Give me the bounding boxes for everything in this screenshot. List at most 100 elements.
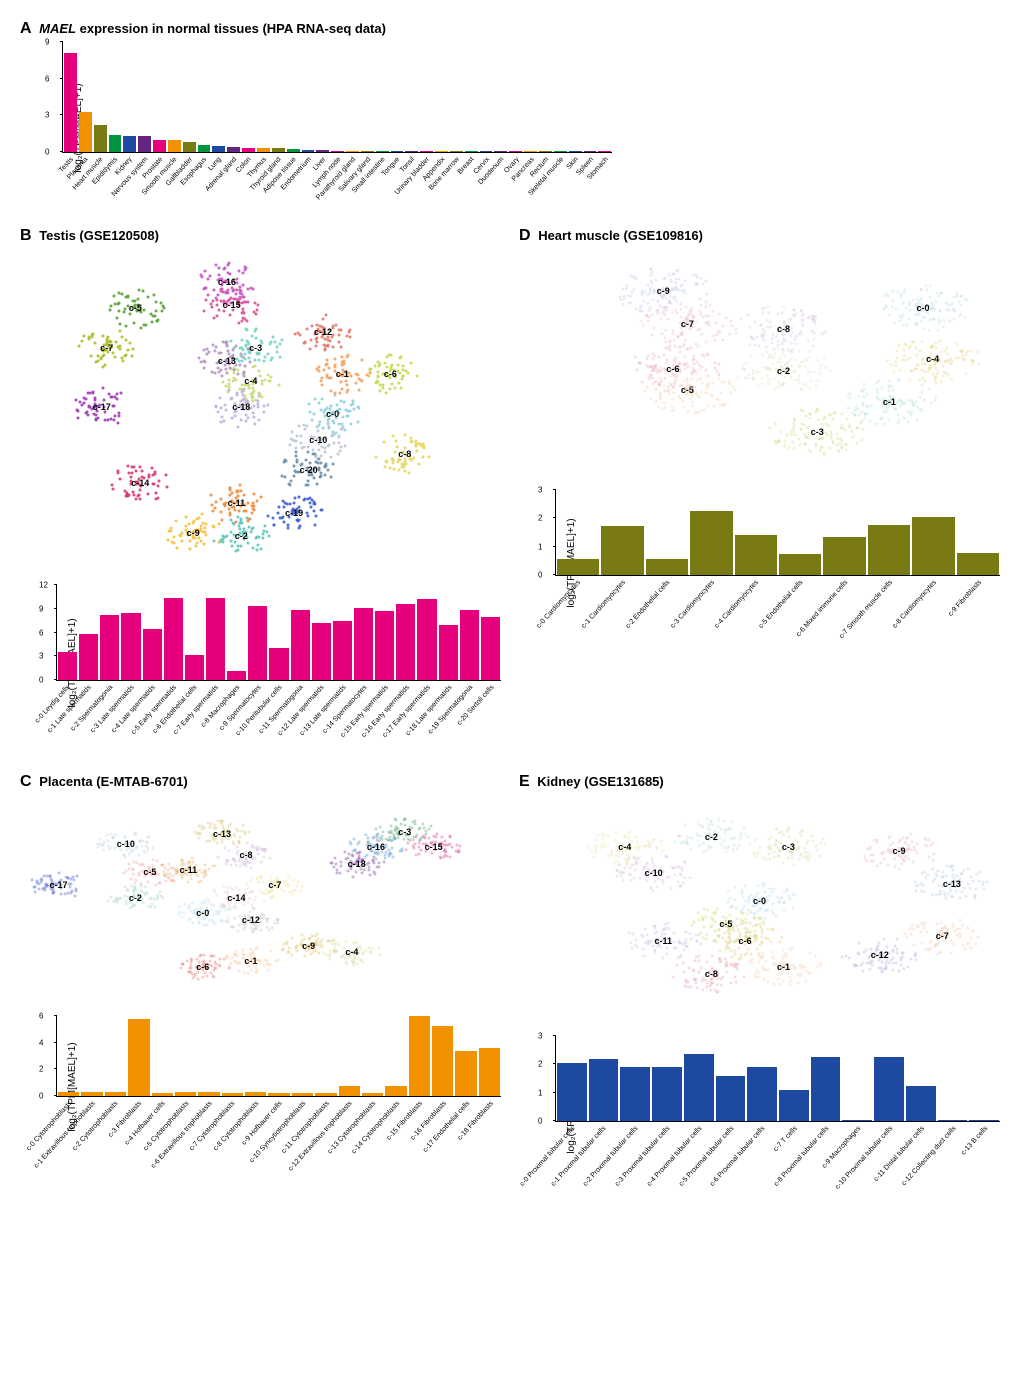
umap-dot (250, 406, 253, 409)
umap-dot (323, 328, 326, 331)
umap-dot (195, 864, 198, 867)
umap-dot (646, 880, 649, 883)
umap-dot (358, 388, 361, 391)
umap-dot (209, 904, 212, 907)
umap-dot (602, 845, 605, 848)
umap-dot (422, 826, 425, 829)
umap-dot (722, 381, 725, 384)
umap-dot (710, 988, 713, 991)
umap-dot (595, 839, 598, 842)
umap-dot (375, 455, 378, 458)
umap-dot (341, 374, 344, 377)
umap-dot (801, 323, 804, 326)
umap-dot (261, 396, 264, 399)
umap-dot (232, 309, 235, 312)
umap-dot (45, 886, 48, 889)
umap-dot (126, 843, 129, 846)
umap-dot (882, 858, 885, 861)
umap-dot (326, 345, 329, 348)
umap-dot (753, 939, 756, 942)
umap-dot (443, 840, 446, 843)
umap-dot (167, 876, 170, 879)
umap-dot (653, 288, 656, 291)
umap-dot (669, 341, 672, 344)
umap-dot (647, 365, 650, 368)
umap-dot (113, 404, 116, 407)
umap-dot (395, 818, 398, 821)
umap-dot (787, 827, 790, 830)
umap-dot (895, 365, 898, 368)
umap-dot (829, 446, 832, 449)
umap-dot (124, 338, 127, 341)
umap-dot (857, 941, 860, 944)
umap-dot (236, 288, 239, 291)
umap-dot (391, 839, 394, 842)
umap-dot (685, 931, 688, 934)
umap-dot (793, 446, 796, 449)
umap-dot (807, 852, 810, 855)
panel-c-barchart: 0246 (56, 1016, 501, 1097)
bar (435, 151, 448, 152)
xlabel: c-5 Proximal tubular cells (677, 1125, 735, 1188)
umap-dot (233, 509, 236, 512)
umap-dot (915, 347, 918, 350)
umap-dot (107, 840, 110, 843)
umap-dot (226, 304, 229, 307)
umap-dot (754, 930, 757, 933)
umap-dot (672, 273, 675, 276)
panel-c-title: C Placenta (E-MTAB-6701) (20, 773, 501, 791)
umap-dot (903, 342, 906, 345)
panel-e-umap: c-0c-1c-2c-3c-4c-5c-6c-7c-8c-9c-10c-11c-… (519, 795, 1000, 1030)
umap-dot (892, 299, 895, 302)
umap-dot (239, 352, 242, 355)
umap-dot (755, 923, 758, 926)
ytick: 0 (45, 148, 49, 157)
umap-dot (298, 509, 301, 512)
umap-dot (699, 942, 702, 945)
umap-dot (701, 919, 704, 922)
umap-dot (774, 423, 777, 426)
umap-dot (341, 356, 344, 359)
umap-dot (234, 402, 237, 405)
umap-dot (772, 950, 775, 953)
umap-dot (654, 365, 657, 368)
bar (646, 559, 688, 575)
umap-dot (698, 411, 701, 414)
umap-dot (394, 439, 397, 442)
umap-dot (122, 360, 125, 363)
umap-dot (179, 533, 182, 536)
umap-dot (910, 840, 913, 843)
umap-dot (260, 383, 263, 386)
umap-dot (296, 332, 299, 335)
umap-dot (95, 360, 98, 363)
umap-dot (239, 835, 242, 838)
umap-dot (132, 873, 135, 876)
umap-dot (672, 408, 675, 411)
umap-dot (734, 328, 737, 331)
umap-dot (817, 379, 820, 382)
umap-dot (682, 363, 685, 366)
umap-dot (349, 868, 352, 871)
umap-dot (399, 822, 402, 825)
umap-dot (230, 863, 233, 866)
umap-dot (132, 306, 135, 309)
umap-dot (754, 321, 757, 324)
umap-dot (687, 967, 690, 970)
umap-dot (127, 465, 130, 468)
umap-dot (781, 897, 784, 900)
umap-dot (252, 546, 255, 549)
umap-dot (147, 473, 150, 476)
umap-dot (167, 862, 170, 865)
umap-dot (902, 313, 905, 316)
umap-dot (224, 836, 227, 839)
umap-dot (232, 280, 235, 283)
umap-dot (770, 890, 773, 893)
umap-dot (777, 968, 780, 971)
umap-dot (268, 343, 271, 346)
umap-dot (313, 398, 316, 401)
umap-dot (783, 306, 786, 309)
umap-dot (72, 878, 75, 881)
umap-dot (343, 851, 346, 854)
umap-dot (927, 856, 930, 859)
umap-dot (127, 495, 130, 498)
